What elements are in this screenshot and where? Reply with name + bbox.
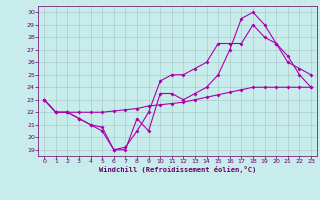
X-axis label: Windchill (Refroidissement éolien,°C): Windchill (Refroidissement éolien,°C)	[99, 166, 256, 173]
